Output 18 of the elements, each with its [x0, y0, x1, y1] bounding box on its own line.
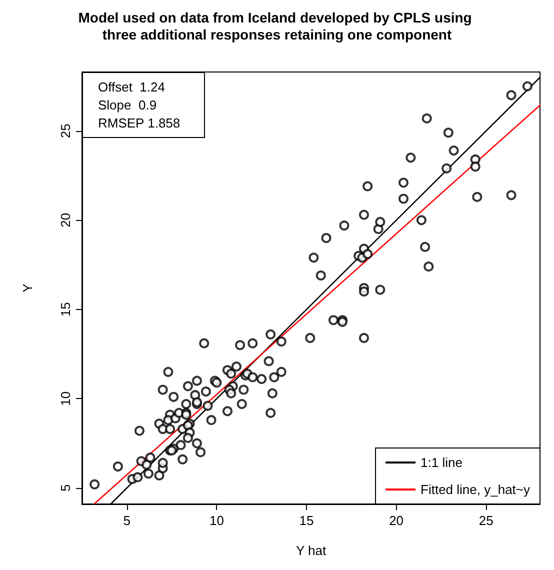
y-tick-label: 20	[58, 212, 73, 228]
legend-label: 1:1 line	[420, 455, 462, 470]
x-tick-label: 25	[478, 513, 494, 528]
y-tick-label: 5	[58, 484, 73, 492]
annotation: RMSEP 1.858	[98, 116, 180, 130]
y-tick-label: 15	[58, 302, 73, 317]
x-tick-label: 10	[209, 513, 224, 528]
y-tick-label: 10	[58, 391, 73, 406]
y-tick-label: 25	[58, 124, 73, 138]
x-tick-label: 5	[123, 513, 131, 528]
x-tick-label: 20	[389, 513, 404, 528]
x-axis-title: Y hat	[296, 543, 326, 558]
legend-label: Fitted line, y_hat~y	[420, 482, 530, 497]
chart-title: Model used on data from Iceland developed by CPLS using three additional responses retaining one component	[78, 10, 476, 42]
annotation: Slope 0.9	[98, 98, 157, 112]
x-tick-label: 15	[299, 513, 314, 528]
y-axis-title: Y	[20, 283, 35, 292]
annotation: Offset 1.24	[98, 80, 165, 94]
